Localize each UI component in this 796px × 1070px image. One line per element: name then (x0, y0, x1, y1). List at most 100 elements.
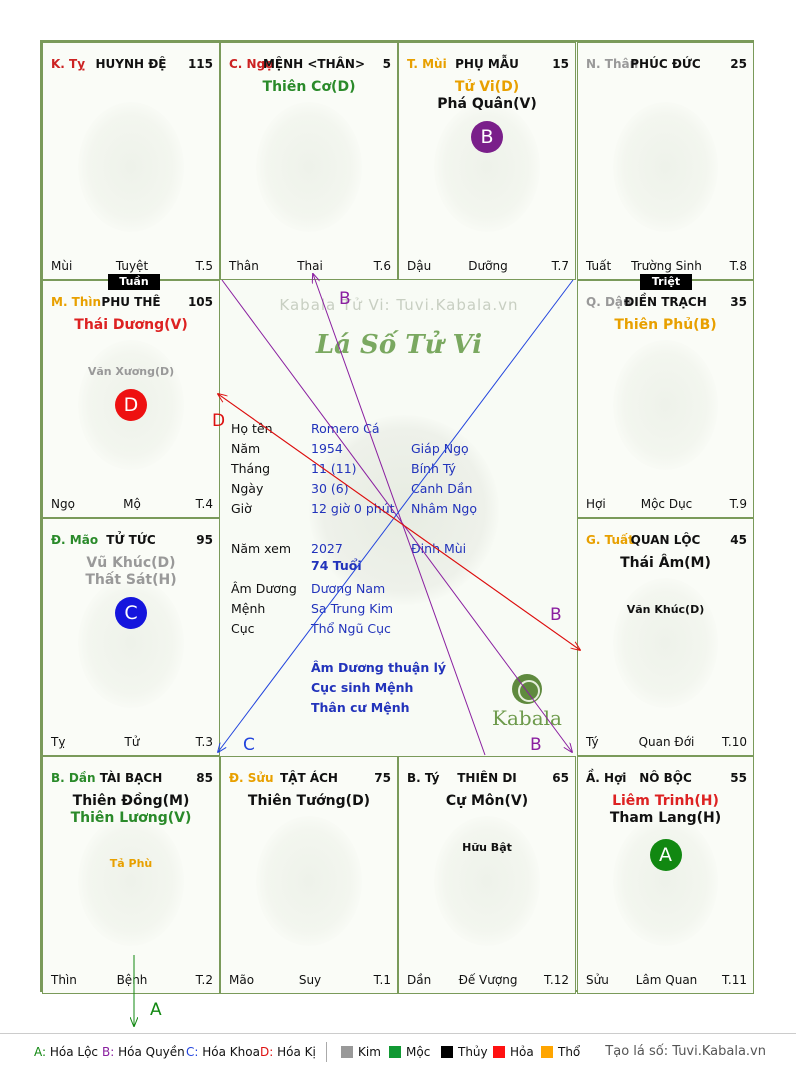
palace-name: PHU THÊ (101, 295, 161, 309)
palace-age: 45 (730, 533, 747, 547)
major-stars: Tử Vi(D) Phá Quân(V) (399, 79, 575, 113)
footer-branch: Mão (229, 973, 255, 987)
footer-number: T.12 (544, 973, 569, 987)
major-star: Cự Môn(V) (445, 793, 529, 809)
hoa-badge: B (471, 121, 503, 153)
footer-number: T.8 (729, 259, 747, 273)
major-stars: Thái Âm(M) (578, 555, 753, 572)
legend-separator (326, 1042, 327, 1062)
palace-mao[interactable]: Đ. Mão TỬ TỨC 95 Vũ Khúc(D) Thất Sát(H) C Tỵ Tử… (42, 518, 220, 756)
palace-tuat[interactable]: G. Tuất QUAN LỘC 45 Thái Âm(M) Văn Khúc(D) Tý… (577, 518, 754, 756)
palace-mui[interactable]: T. Mùi PHỤ MẪU 15 Tử Vi(D) Phá Quân(V) B Dậu Dư… (398, 42, 576, 280)
palace-suu[interactable]: Đ. Sửu TẬT ÁCH 75 Thiên Tướng(D) Mão Suy T.1 (220, 756, 398, 994)
legend-hoa-text: Hóa Kị (273, 1045, 316, 1059)
palace-age: 95 (196, 533, 213, 547)
info-label: Tháng (231, 461, 271, 476)
info-value-lunar: Nhâm Ngọ (411, 501, 478, 516)
legend-swatch (493, 1046, 505, 1058)
info-row: Năm xem 2027 Đinh Mùi (221, 540, 577, 558)
palace-name: PHÚC ĐỨC (630, 57, 701, 71)
palace-can-chi: Đ. Sửu (229, 771, 274, 785)
chart-note: Cục sinh Mệnh (311, 680, 414, 695)
info-value: 1954 (311, 441, 343, 456)
palace-can-chi: Đ. Mão (51, 533, 99, 547)
legend-hoa-key: B: (102, 1045, 115, 1059)
info-value: 12 giờ 0 phút (311, 501, 395, 516)
zodiac-animal-icon (434, 816, 540, 946)
palace-name: NÔ BỘC (639, 771, 692, 785)
legend-hoa-key: C: (186, 1045, 199, 1059)
legend-hoa-text: Hóa Lộc (46, 1045, 99, 1059)
footer-stage: Suy (298, 973, 322, 987)
legend-hoa-item: C: Hóa Khoa (186, 1045, 260, 1059)
footer-number: T.11 (722, 973, 747, 987)
palace-name: ĐIỀN TRẠCH (624, 295, 707, 309)
palace-dan[interactable]: B. Dần TÀI BẠCH 85 Thiên Đồng(M) Thiên Lương… (42, 756, 220, 994)
triet-tag: Triệt (640, 274, 692, 290)
footer-branch: Thân (229, 259, 259, 273)
hoa-badge: D (115, 389, 147, 421)
palace-age: 115 (187, 57, 213, 71)
info-row: Mệnh Sa Trung Kim (221, 600, 577, 618)
legend-hoa-text: Hóa Khoa (198, 1045, 260, 1059)
legend-hoa-item: A: Hóa Lộc (34, 1045, 98, 1059)
footer-number: T.3 (195, 735, 213, 749)
info-value-lunar: Đinh Mùi (411, 541, 467, 556)
palace-dau[interactable]: Q. Dậu ĐIỀN TRẠCH 35 Thiên Phủ(B) Hợi Mộc Dục… (577, 280, 754, 518)
legend-element-label: Kim (358, 1045, 381, 1059)
major-star: Vũ Khúc(D) (86, 555, 176, 571)
minor-star: Văn Khúc(D) (626, 603, 705, 616)
zodiac-animal-icon (613, 816, 718, 946)
legend-hoa-key: D: (260, 1045, 274, 1059)
legend-swatch (341, 1046, 353, 1058)
palace-age: 55 (730, 771, 747, 785)
info-label: Âm Dương (231, 581, 297, 596)
info-value: 2027 (311, 541, 343, 556)
palace-can-chi: Q. Dậu (586, 295, 632, 309)
kabala-logo-text: Kabala (492, 706, 562, 730)
palace-thin[interactable]: M. Thìn PHU THÊ 105 Thái Dương(V) Văn Xương(… (42, 280, 220, 518)
footer-stage: Trường Sinh (631, 259, 702, 273)
palace-age: 25 (730, 57, 747, 71)
info-label: Ngày (231, 481, 264, 496)
palace-name: THIÊN DI (457, 771, 517, 785)
palace-ngo[interactable]: C. Ngọ MỆNH <THÂN> 5 Thiên Cơ(D) Thân Thai T.6 (220, 42, 398, 280)
major-star: Thiên Lương(V) (70, 810, 192, 826)
palace-name: PHỤ MẪU (455, 57, 519, 71)
info-label: Năm (231, 441, 261, 456)
footer-number: T.6 (373, 259, 391, 273)
footer-branch: Tuất (586, 259, 612, 273)
palace-age: 5 (382, 57, 391, 71)
arrow-label-a: A (150, 1000, 162, 1020)
palace-age: 75 (374, 771, 391, 785)
major-star: Phá Quân(V) (437, 96, 537, 112)
footer-number: T.10 (722, 735, 747, 749)
footer-branch: Dậu (407, 259, 432, 273)
footer-branch: Tý (586, 735, 599, 749)
kabala-logo: Kabala (487, 674, 567, 730)
legend-element-label: Hỏa (510, 1045, 534, 1059)
footer-number: T.1 (373, 973, 391, 987)
palace-name: QUAN LỘC (630, 533, 701, 547)
info-value: Dương Nam (311, 581, 386, 596)
major-stars: Thái Dương(V) (43, 317, 219, 334)
palace-hoi[interactable]: Ầ. Hợi NÔ BỘC 55 Liêm Trinh(H) Tham Lang(H) A… (577, 756, 754, 994)
palace-can-chi: T. Mùi (407, 57, 447, 71)
info-value-lunar: Canh Dần (411, 481, 473, 496)
palace-can-chi: G. Tuất (586, 533, 634, 547)
info-value-lunar: Giáp Ngọ (411, 441, 469, 456)
major-stars: Thiên Đồng(M) Thiên Lương(V) (43, 793, 219, 827)
chart-note: Âm Dương thuận lý (311, 660, 447, 675)
info-label: Giờ (231, 501, 252, 516)
major-star: Thiên Tướng(D) (247, 793, 371, 809)
footer-stage: Đế Vượng (458, 973, 518, 987)
major-star: Tham Lang(H) (609, 810, 722, 826)
major-star: Thiên Cơ(D) (262, 79, 356, 95)
palace-ty[interactable]: K. Tỵ HUYNH ĐỆ 115 Mùi Tuyệt T.5 (42, 42, 220, 280)
major-stars: Thiên Phủ(B) (578, 317, 753, 334)
palace-ti[interactable]: B. Tý THIÊN DI 65 Cự Môn(V) Hữu Bật Dần Đế Vượ… (398, 756, 576, 994)
footer-number: T.2 (195, 973, 213, 987)
watermark-text: Kabala Tử Vi: Tuvi.Kabala.vn (279, 296, 519, 314)
palace-than[interactable]: N. Thân PHÚC ĐỨC 25 Tuất Trường Sinh T.8 (577, 42, 754, 280)
chart-title: Lá Số Tử Vi (315, 330, 483, 360)
